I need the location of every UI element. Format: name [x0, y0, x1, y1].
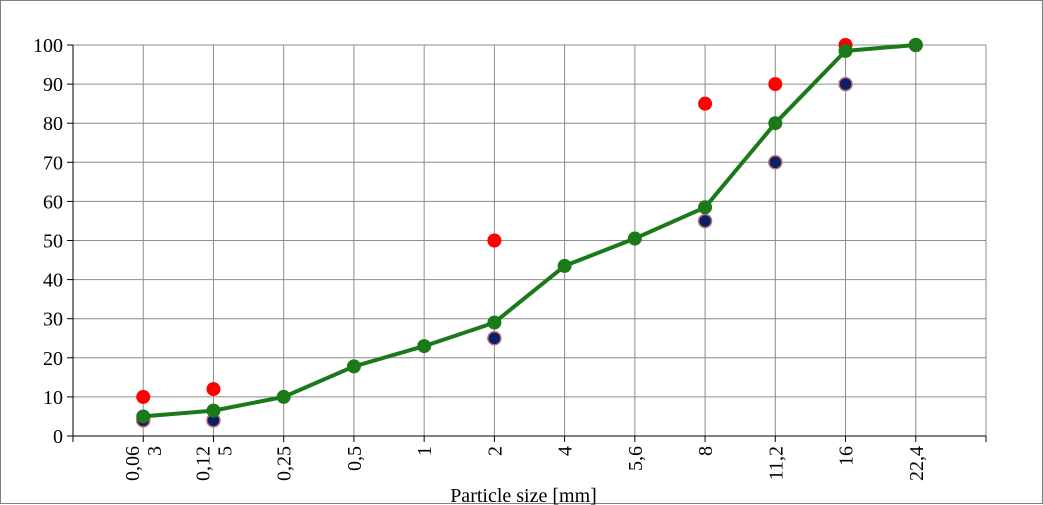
x-tick-label: 5,6 [625, 446, 647, 471]
y-tick-labels: 0 10 20 30 40 50 60 70 80 90 100 [33, 35, 63, 448]
data-point [838, 43, 853, 58]
data-point [346, 359, 361, 374]
x-tick-label: 0,12 [192, 446, 214, 481]
data-point [698, 200, 713, 215]
data-point [908, 38, 923, 52]
data-point [206, 403, 221, 418]
y-tick-label: 90 [43, 74, 63, 96]
y-tick-label: 40 [43, 270, 63, 292]
y-tick-label: 80 [43, 113, 63, 135]
x-tick-label: 22,4 [906, 446, 928, 481]
y-tick-label: 20 [43, 348, 63, 370]
y-tick-label: 100 [33, 35, 63, 57]
data-point [136, 409, 151, 424]
series-3 [136, 38, 923, 424]
data-point [768, 155, 783, 170]
data-point [768, 77, 783, 92]
x-tick-label: 8 [695, 446, 717, 456]
y-tick-label: 30 [43, 309, 63, 331]
data-point [206, 382, 221, 397]
data-point [487, 233, 502, 248]
series-2 [135, 37, 924, 428]
data-point [557, 258, 572, 273]
x-tick-label: 4 [555, 446, 577, 456]
data-series [135, 37, 924, 428]
y-tick-label: 60 [43, 191, 63, 213]
x-tick-labels: 0,06 3 0,12 5 0,25 0,5 1 2 4 5,6 8 11,2 16 22,4 [122, 446, 928, 481]
y-tick-label: 50 [43, 231, 63, 253]
x-tick-label: 0,5 [344, 446, 366, 471]
data-point [276, 389, 291, 404]
x-tick-label: 16 [836, 446, 858, 466]
data-point [136, 389, 151, 404]
data-point [487, 331, 502, 346]
x-axis-title: Particle size [mm] [450, 485, 597, 505]
x-tick-label: 0,06 [122, 446, 144, 481]
data-point [627, 231, 642, 246]
data-point [698, 96, 713, 111]
data-point [768, 116, 783, 131]
data-point [487, 315, 502, 330]
x-tick-label: 1 [414, 446, 436, 456]
x-tick-label: 3 [144, 446, 166, 456]
y-tick-label: 10 [43, 387, 63, 409]
grid-lines [73, 44, 987, 436]
y-tick-label: 70 [43, 152, 63, 174]
data-point [697, 213, 713, 229]
x-tick-label: 5 [214, 446, 236, 456]
series-line [143, 43, 916, 419]
x-tick-label: 0,25 [274, 446, 296, 481]
x-tick-label: 11,2 [765, 446, 787, 480]
axes [67, 44, 987, 442]
data-point [838, 76, 853, 92]
y-tick-label: 0 [53, 426, 63, 448]
data-point [417, 339, 432, 354]
x-tick-label: 2 [484, 446, 506, 456]
